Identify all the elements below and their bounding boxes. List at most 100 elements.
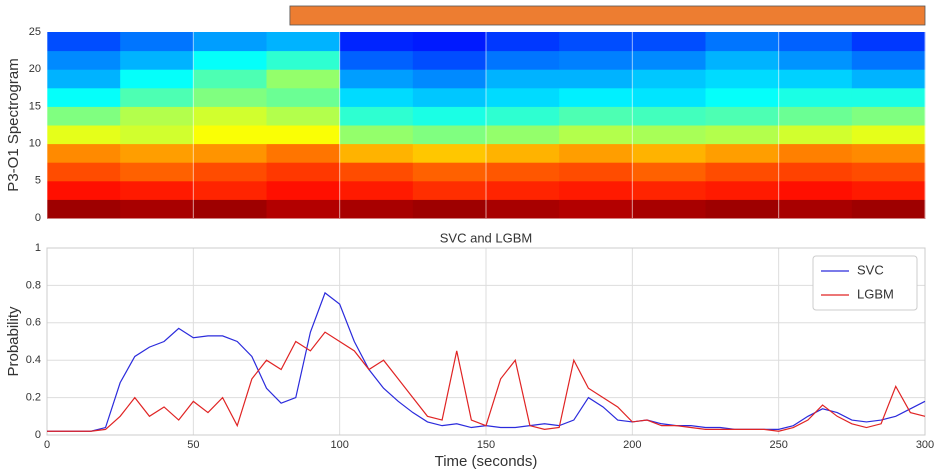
heatmap-cell bbox=[778, 32, 853, 52]
y-tick-label: 0.4 bbox=[26, 354, 41, 366]
heatmap-cell bbox=[339, 106, 414, 126]
heatmap-cell bbox=[266, 180, 341, 200]
heatmap-cell bbox=[266, 199, 341, 219]
heatmap-cell bbox=[632, 125, 706, 145]
y-tick-label: 0.8 bbox=[26, 279, 41, 291]
heatmap-cell bbox=[339, 50, 414, 70]
heatmap-cell bbox=[412, 106, 487, 126]
heatmap-cell bbox=[486, 50, 560, 70]
heatmap-cell bbox=[193, 143, 267, 163]
y-tick-label: 25 bbox=[29, 26, 41, 38]
heatmap-cell bbox=[47, 180, 121, 200]
heatmap-cell bbox=[412, 125, 487, 145]
heatmap-cell bbox=[266, 50, 341, 70]
heatmap-cell bbox=[705, 106, 780, 126]
heatmap-cell bbox=[47, 106, 121, 126]
heatmap-cell bbox=[193, 106, 267, 126]
heatmap-cell bbox=[120, 162, 194, 182]
heatmap-cell bbox=[120, 106, 194, 126]
heatmap-cell bbox=[851, 199, 926, 219]
heatmap-cell bbox=[778, 143, 853, 163]
heatmap-cell bbox=[486, 69, 560, 89]
heatmap-cell bbox=[339, 180, 414, 200]
heatmap-cell bbox=[778, 162, 853, 182]
heatmap-cell bbox=[47, 32, 121, 52]
heatmap-cell bbox=[851, 69, 926, 89]
heatmap-cell bbox=[412, 50, 487, 70]
x-tick-label: 300 bbox=[916, 439, 934, 451]
heatmap-cell bbox=[559, 143, 633, 163]
heatmap-cell bbox=[705, 32, 780, 52]
heatmap-cell bbox=[486, 180, 560, 200]
heatmap-cell bbox=[705, 69, 780, 89]
heatmap-cell bbox=[705, 125, 780, 145]
heatmap-cell bbox=[632, 32, 706, 52]
x-tick-label: 100 bbox=[330, 439, 348, 451]
heatmap-cell bbox=[193, 32, 267, 52]
y-tick-label: 5 bbox=[35, 175, 41, 187]
y-tick-label: 1 bbox=[35, 242, 41, 254]
chart-title: SVC and LGBM bbox=[440, 230, 533, 245]
y-axis-label: Probability bbox=[5, 306, 22, 377]
heatmap-cell bbox=[705, 199, 780, 219]
heatmap-cell bbox=[339, 143, 414, 163]
heatmap-cell bbox=[486, 199, 560, 219]
heatmap-cell bbox=[851, 162, 926, 182]
x-axis-label: Time (seconds) bbox=[435, 453, 538, 470]
heatmap-cell bbox=[412, 87, 487, 107]
heatmap-cell bbox=[412, 180, 487, 200]
heatmap-cell bbox=[120, 50, 194, 70]
heatmap-cell bbox=[47, 199, 121, 219]
y-tick-label: 15 bbox=[29, 100, 41, 112]
heatmap-cell bbox=[851, 180, 926, 200]
heatmap-cell bbox=[193, 69, 267, 89]
heatmap-cell bbox=[339, 125, 414, 145]
heatmap-cell bbox=[339, 162, 414, 182]
heatmap-cell bbox=[559, 106, 633, 126]
heatmap-cell bbox=[559, 50, 633, 70]
heatmap-cell bbox=[120, 180, 194, 200]
heatmap-cell bbox=[778, 106, 853, 126]
heatmap-cell bbox=[47, 143, 121, 163]
legend-label: SVC bbox=[857, 262, 884, 277]
heatmap-cell bbox=[120, 87, 194, 107]
heatmap-cell bbox=[705, 180, 780, 200]
heatmap-cell bbox=[559, 162, 633, 182]
heatmap-cell bbox=[339, 87, 414, 107]
heatmap-cell bbox=[266, 87, 341, 107]
legend-box bbox=[812, 255, 918, 311]
heatmap-cell bbox=[266, 125, 341, 145]
heatmap-cell bbox=[778, 125, 853, 145]
heatmap-cell bbox=[120, 143, 194, 163]
heatmap-cell bbox=[851, 125, 926, 145]
heatmap-cell bbox=[266, 106, 341, 126]
heatmap-cell bbox=[559, 32, 633, 52]
heatmap-cell bbox=[193, 180, 267, 200]
legend-label: LGBM bbox=[857, 286, 894, 301]
heatmap-cell bbox=[559, 125, 633, 145]
heatmap-cell bbox=[778, 69, 853, 89]
heatmap-cell bbox=[193, 50, 267, 70]
heatmap-cell bbox=[47, 162, 121, 182]
heatmap-cell bbox=[486, 32, 560, 52]
heatmap-cell bbox=[47, 50, 121, 70]
heatmap-cell bbox=[486, 106, 560, 126]
heatmap-cell bbox=[705, 50, 780, 70]
y-axis-label: P3-O1 Spectrogram bbox=[5, 58, 22, 191]
line-series bbox=[47, 331, 926, 432]
heatmap-cell bbox=[339, 199, 414, 219]
heatmap-cell bbox=[412, 199, 487, 219]
heatmap-cell bbox=[486, 125, 560, 145]
x-tick-label: 0 bbox=[44, 439, 50, 451]
y-tick-label: 0 bbox=[35, 429, 41, 441]
heatmap-cell bbox=[339, 32, 414, 52]
heatmap-cell bbox=[47, 87, 121, 107]
y-tick-label: 0 bbox=[35, 212, 41, 224]
heatmap-cell bbox=[705, 87, 780, 107]
heatmap-cell bbox=[266, 69, 341, 89]
x-tick-label: 50 bbox=[187, 439, 199, 451]
highlight-bar bbox=[289, 5, 926, 26]
heatmap-cell bbox=[778, 199, 853, 219]
heatmap-cell bbox=[120, 69, 194, 89]
